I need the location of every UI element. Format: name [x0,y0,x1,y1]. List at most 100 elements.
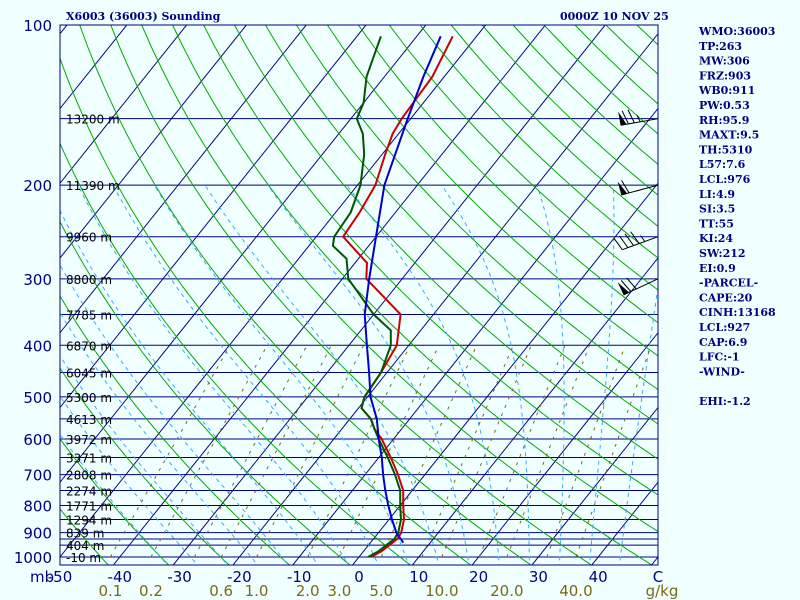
index-line: CAPE:20 [699,291,753,304]
valid-time: 0000Z 10 NOV 25 [560,10,669,23]
wind-barb-flag [624,233,634,246]
pressure-tick-label: 800 [23,497,52,515]
profile-traces [331,35,454,558]
isotherm [60,25,427,484]
isotherm [351,182,658,565]
index-line: SW:212 [699,247,746,260]
index-line: TT:55 [699,217,734,230]
mixing-ratio-line [338,345,440,558]
isotherm [60,25,307,334]
wind-barb-staff [621,184,659,196]
isotherm [60,25,248,259]
temperature-tick-label: -10 [287,568,312,586]
index-line: TP:263 [699,40,742,53]
temperature-tick-label: -30 [167,568,192,586]
height-label: 1294 m [66,513,112,527]
pressure-tick-label: 900 [23,525,52,543]
mixing-ratio-label: 1.0 [245,582,269,600]
dry-adiabat [203,25,658,496]
wind-barb-half-flag [640,235,646,242]
height-label: 5300 m [66,391,112,405]
temperature-tick-label: 30 [529,568,548,586]
moist-adiabat [588,185,615,565]
moist-adiabat [618,283,658,565]
pressure-tick-label: 700 [23,467,52,485]
index-line: LCL:976 [699,173,751,186]
pressure-tick-label: 500 [23,389,52,407]
wind-barb [617,180,659,196]
index-line: MW:306 [699,55,750,68]
height-label: 2808 m [66,469,112,483]
index-line: CAP:6.9 [699,336,747,349]
moist-adiabat [60,209,319,565]
temperature-tick-label: C [653,568,663,586]
index-line: -PARCEL- [699,277,758,290]
mixing-ratio-label: 0.6 [209,582,233,600]
isotherm [60,25,367,409]
isotherm [60,25,128,110]
wind-barb [618,109,659,126]
height-label: 404 m [66,539,104,553]
height-label: 1771 m [66,499,112,513]
temperature-tick-label: 40 [589,568,608,586]
wind-barb-flag [618,235,629,248]
mixing-ratio-line [441,345,532,558]
station-title: X6003 (36003) Sounding [66,10,221,23]
temperature-tick-label: -40 [108,568,133,586]
wind-barb-staff [623,278,659,296]
wind-barb-pennant [617,181,628,195]
index-line: FRZ:903 [699,69,751,82]
isotherm [531,406,658,565]
isotherm [60,25,188,185]
moist-adiabat [112,184,379,565]
dry-adiabat [110,25,593,565]
index-line: RH:95.9 [699,114,749,127]
index-line: -WIND- [699,365,745,378]
moist-adiabat [60,264,289,565]
pressure-tick-label: 1000 [14,549,52,567]
height-label: 839 m [66,527,104,541]
mixing-ratio-line [307,345,411,558]
dry-adiabat [419,25,658,259]
pressure-tick-label: 100 [23,17,52,35]
moist-adiabat [77,184,349,565]
index-line: L57:7.6 [699,158,746,171]
temperature-tick-label: 10 [409,568,428,586]
dry-adiabat [264,25,658,425]
isotherm [112,25,547,565]
dry-adiabat [60,142,412,565]
mixing-ratio-line [478,345,566,558]
mixing-ratio-label: 20.0 [490,582,523,600]
moist-adiabat [346,184,500,565]
index-line: CINH:13168 [699,306,776,319]
height-label: 7785 m [66,308,112,322]
temperature-tick-label: -50 [48,568,73,586]
wind-barb-staff [622,236,659,251]
isotherm [471,331,658,565]
moist-adiabat [441,184,530,565]
mixing-ratio-line [380,345,478,558]
dry-adiabat [60,438,170,565]
wind-barb-flag [620,280,632,292]
height-label: 8800 m [66,273,112,287]
height-label: -10 m [66,551,101,565]
dewpoint-trace [331,35,403,558]
index-line: LCL:927 [699,321,750,334]
height-label: 3371 m [66,451,112,465]
dry-adiabat [388,25,658,291]
diagram-grid [60,25,658,565]
plot-frame [59,24,659,566]
dry-adiabat [357,25,658,324]
index-line: KI:24 [699,232,733,245]
wind-barb-pennant [617,282,629,295]
dry-adiabat [141,25,653,565]
dry-adiabat [295,25,658,391]
pressure-tick-label: 300 [23,271,52,289]
wind-barb-flag [621,110,629,125]
pressure-unit-label: mb [30,568,54,586]
temperature-tick-label: 0 [354,568,364,586]
dry-adiabat [172,25,658,533]
mixing-ratio-label: 0.2 [139,582,163,600]
height-label: 3972 m [66,433,112,447]
